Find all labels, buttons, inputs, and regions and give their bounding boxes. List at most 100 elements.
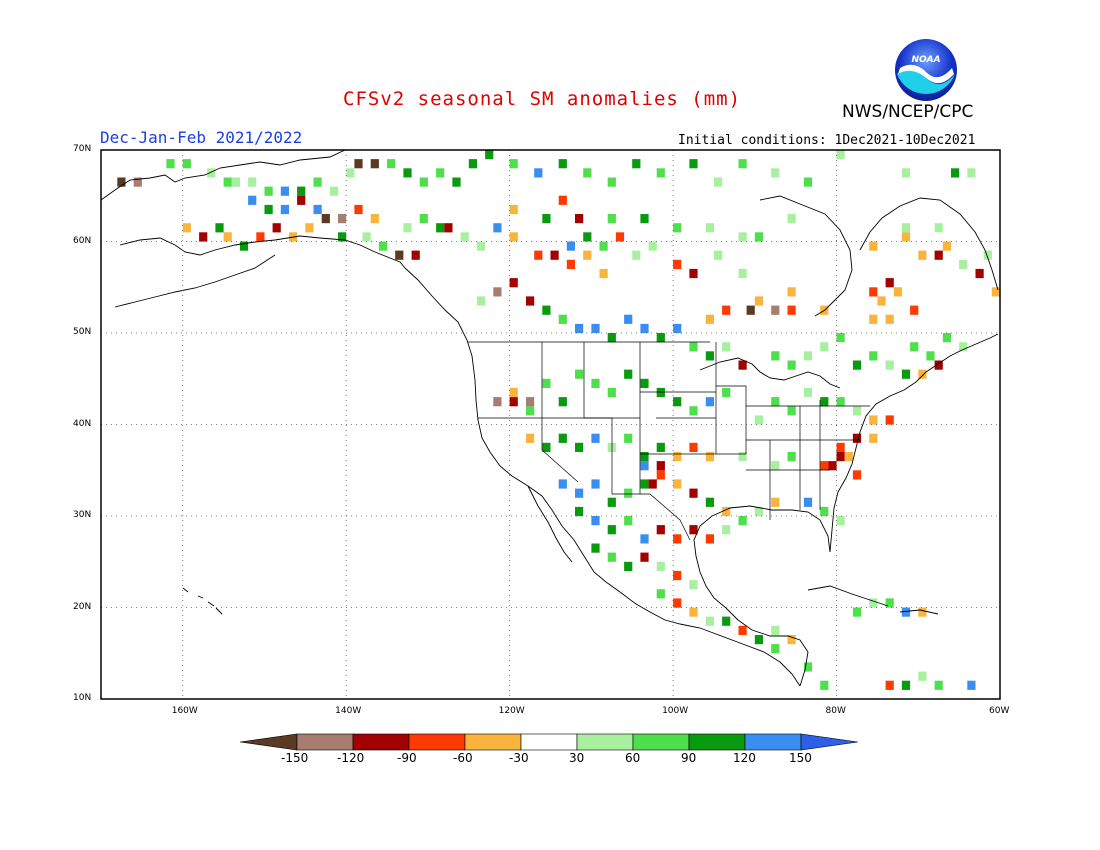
chart-title: CFSv2 seasonal SM anomalies (mm) bbox=[343, 88, 742, 110]
anomaly-cell bbox=[705, 534, 714, 544]
anomaly-cell bbox=[951, 168, 960, 178]
anomaly-cell bbox=[771, 351, 780, 361]
anomaly-cell bbox=[787, 287, 796, 297]
anomaly-cell bbox=[689, 488, 698, 498]
anomaly-cell bbox=[852, 433, 862, 443]
anomaly-cell bbox=[534, 168, 543, 178]
anomaly-cell bbox=[542, 305, 551, 315]
colorbar-segment bbox=[464, 733, 522, 751]
colorbar bbox=[239, 733, 859, 751]
anomaly-cell bbox=[705, 223, 714, 233]
anomaly-cell bbox=[526, 397, 535, 407]
anomaly-cell bbox=[583, 250, 592, 260]
noaa-logo-icon: NOAA bbox=[895, 39, 957, 101]
anomaly-cell bbox=[624, 314, 633, 324]
anomaly-cell bbox=[419, 177, 428, 187]
anomaly-cell bbox=[280, 204, 289, 215]
anomaly-cell bbox=[599, 268, 608, 279]
alaska-south-coast bbox=[119, 235, 406, 269]
anomaly-cell bbox=[722, 305, 731, 315]
anomaly-cell bbox=[901, 369, 911, 379]
map-frame bbox=[100, 149, 1001, 700]
anomaly-cell bbox=[656, 442, 665, 452]
lat-tick-label: 10N bbox=[73, 693, 92, 703]
anomaly-cell bbox=[575, 442, 584, 452]
anomaly-cell bbox=[934, 360, 943, 370]
colorbar-label: -60 bbox=[453, 751, 473, 765]
anomaly-cell bbox=[926, 351, 935, 361]
anomaly-cell bbox=[264, 186, 273, 196]
colorbar-label: 60 bbox=[625, 751, 641, 765]
anomaly-cell bbox=[624, 433, 633, 443]
anomaly-cell bbox=[419, 214, 428, 224]
logo-text: NOAA bbox=[911, 55, 940, 65]
anomaly-cell bbox=[591, 378, 600, 388]
anomaly-cell bbox=[787, 635, 796, 645]
lon-tick-label: 60W bbox=[989, 706, 1010, 716]
anomaly-cell bbox=[910, 305, 919, 315]
lat-tick-label: 70N bbox=[73, 144, 92, 154]
anomaly-cell bbox=[558, 433, 567, 443]
anomaly-cell bbox=[509, 397, 518, 407]
anomaly-cell bbox=[395, 250, 404, 260]
anomaly-cell bbox=[566, 241, 575, 251]
hudson-bay bbox=[759, 195, 853, 317]
anomaly-cell bbox=[771, 397, 780, 407]
anomaly-cell bbox=[558, 159, 567, 169]
anomaly-cell bbox=[542, 442, 551, 452]
anomaly-cell bbox=[754, 415, 763, 425]
anomaly-cell bbox=[297, 186, 306, 196]
anomaly-cell bbox=[640, 378, 649, 388]
colorbar-segment bbox=[352, 733, 410, 751]
anomaly-cell bbox=[591, 543, 600, 553]
anomaly-cell bbox=[591, 433, 600, 443]
anomaly-cell bbox=[387, 159, 396, 169]
lon-tick-label: 120W bbox=[498, 706, 525, 716]
anomaly-cell bbox=[901, 680, 911, 690]
anomaly-cell bbox=[476, 241, 486, 251]
anomaly-cell bbox=[558, 397, 567, 407]
colorbar-segment bbox=[744, 733, 802, 751]
anomaly-cell bbox=[485, 150, 494, 160]
anomaly-cell bbox=[362, 232, 371, 242]
anomaly-cell bbox=[869, 351, 878, 361]
anomaly-cell bbox=[934, 250, 943, 260]
anomaly-cell bbox=[754, 351, 763, 361]
anomaly-cell bbox=[321, 214, 330, 224]
anomaly-cell bbox=[640, 479, 649, 489]
anomaly-cell bbox=[910, 342, 919, 352]
anomaly-cell bbox=[738, 232, 747, 242]
anomaly-cell bbox=[918, 369, 927, 379]
anomaly-cell bbox=[901, 168, 911, 178]
anomaly-cell bbox=[436, 168, 445, 178]
anomaly-cell bbox=[436, 223, 445, 233]
anomaly-cell bbox=[852, 360, 862, 370]
anomaly-cell bbox=[714, 177, 723, 187]
anomaly-cell bbox=[468, 159, 477, 169]
anomaly-cell bbox=[542, 378, 551, 388]
anomaly-cell bbox=[803, 470, 813, 480]
anomaly-cell bbox=[575, 488, 584, 498]
anomaly-cell bbox=[673, 570, 682, 581]
colorbar-label: -150 bbox=[281, 751, 309, 765]
anomaly-cell bbox=[893, 287, 902, 297]
anomaly-cell bbox=[632, 250, 641, 260]
anomaly-cell bbox=[885, 598, 894, 608]
anomaly-cell bbox=[542, 214, 551, 224]
gulf-coast bbox=[693, 505, 831, 687]
anomaly-cell bbox=[738, 360, 747, 370]
lon-tick-label: 100W bbox=[662, 706, 689, 716]
anomaly-cell bbox=[967, 168, 976, 178]
cuba bbox=[807, 585, 889, 607]
anomaly-cell bbox=[746, 305, 755, 315]
anomaly-cell bbox=[575, 369, 584, 379]
anomaly-cell bbox=[836, 452, 845, 462]
anomaly-cell bbox=[852, 607, 862, 617]
anomaly-cell bbox=[959, 259, 968, 269]
anomaly-cell bbox=[959, 342, 968, 352]
anomaly-cell bbox=[673, 534, 682, 544]
anomaly-cell bbox=[591, 516, 600, 526]
anomaly-cell bbox=[852, 470, 862, 480]
anomaly-cell bbox=[722, 442, 731, 452]
anomaly-cell bbox=[673, 598, 682, 608]
